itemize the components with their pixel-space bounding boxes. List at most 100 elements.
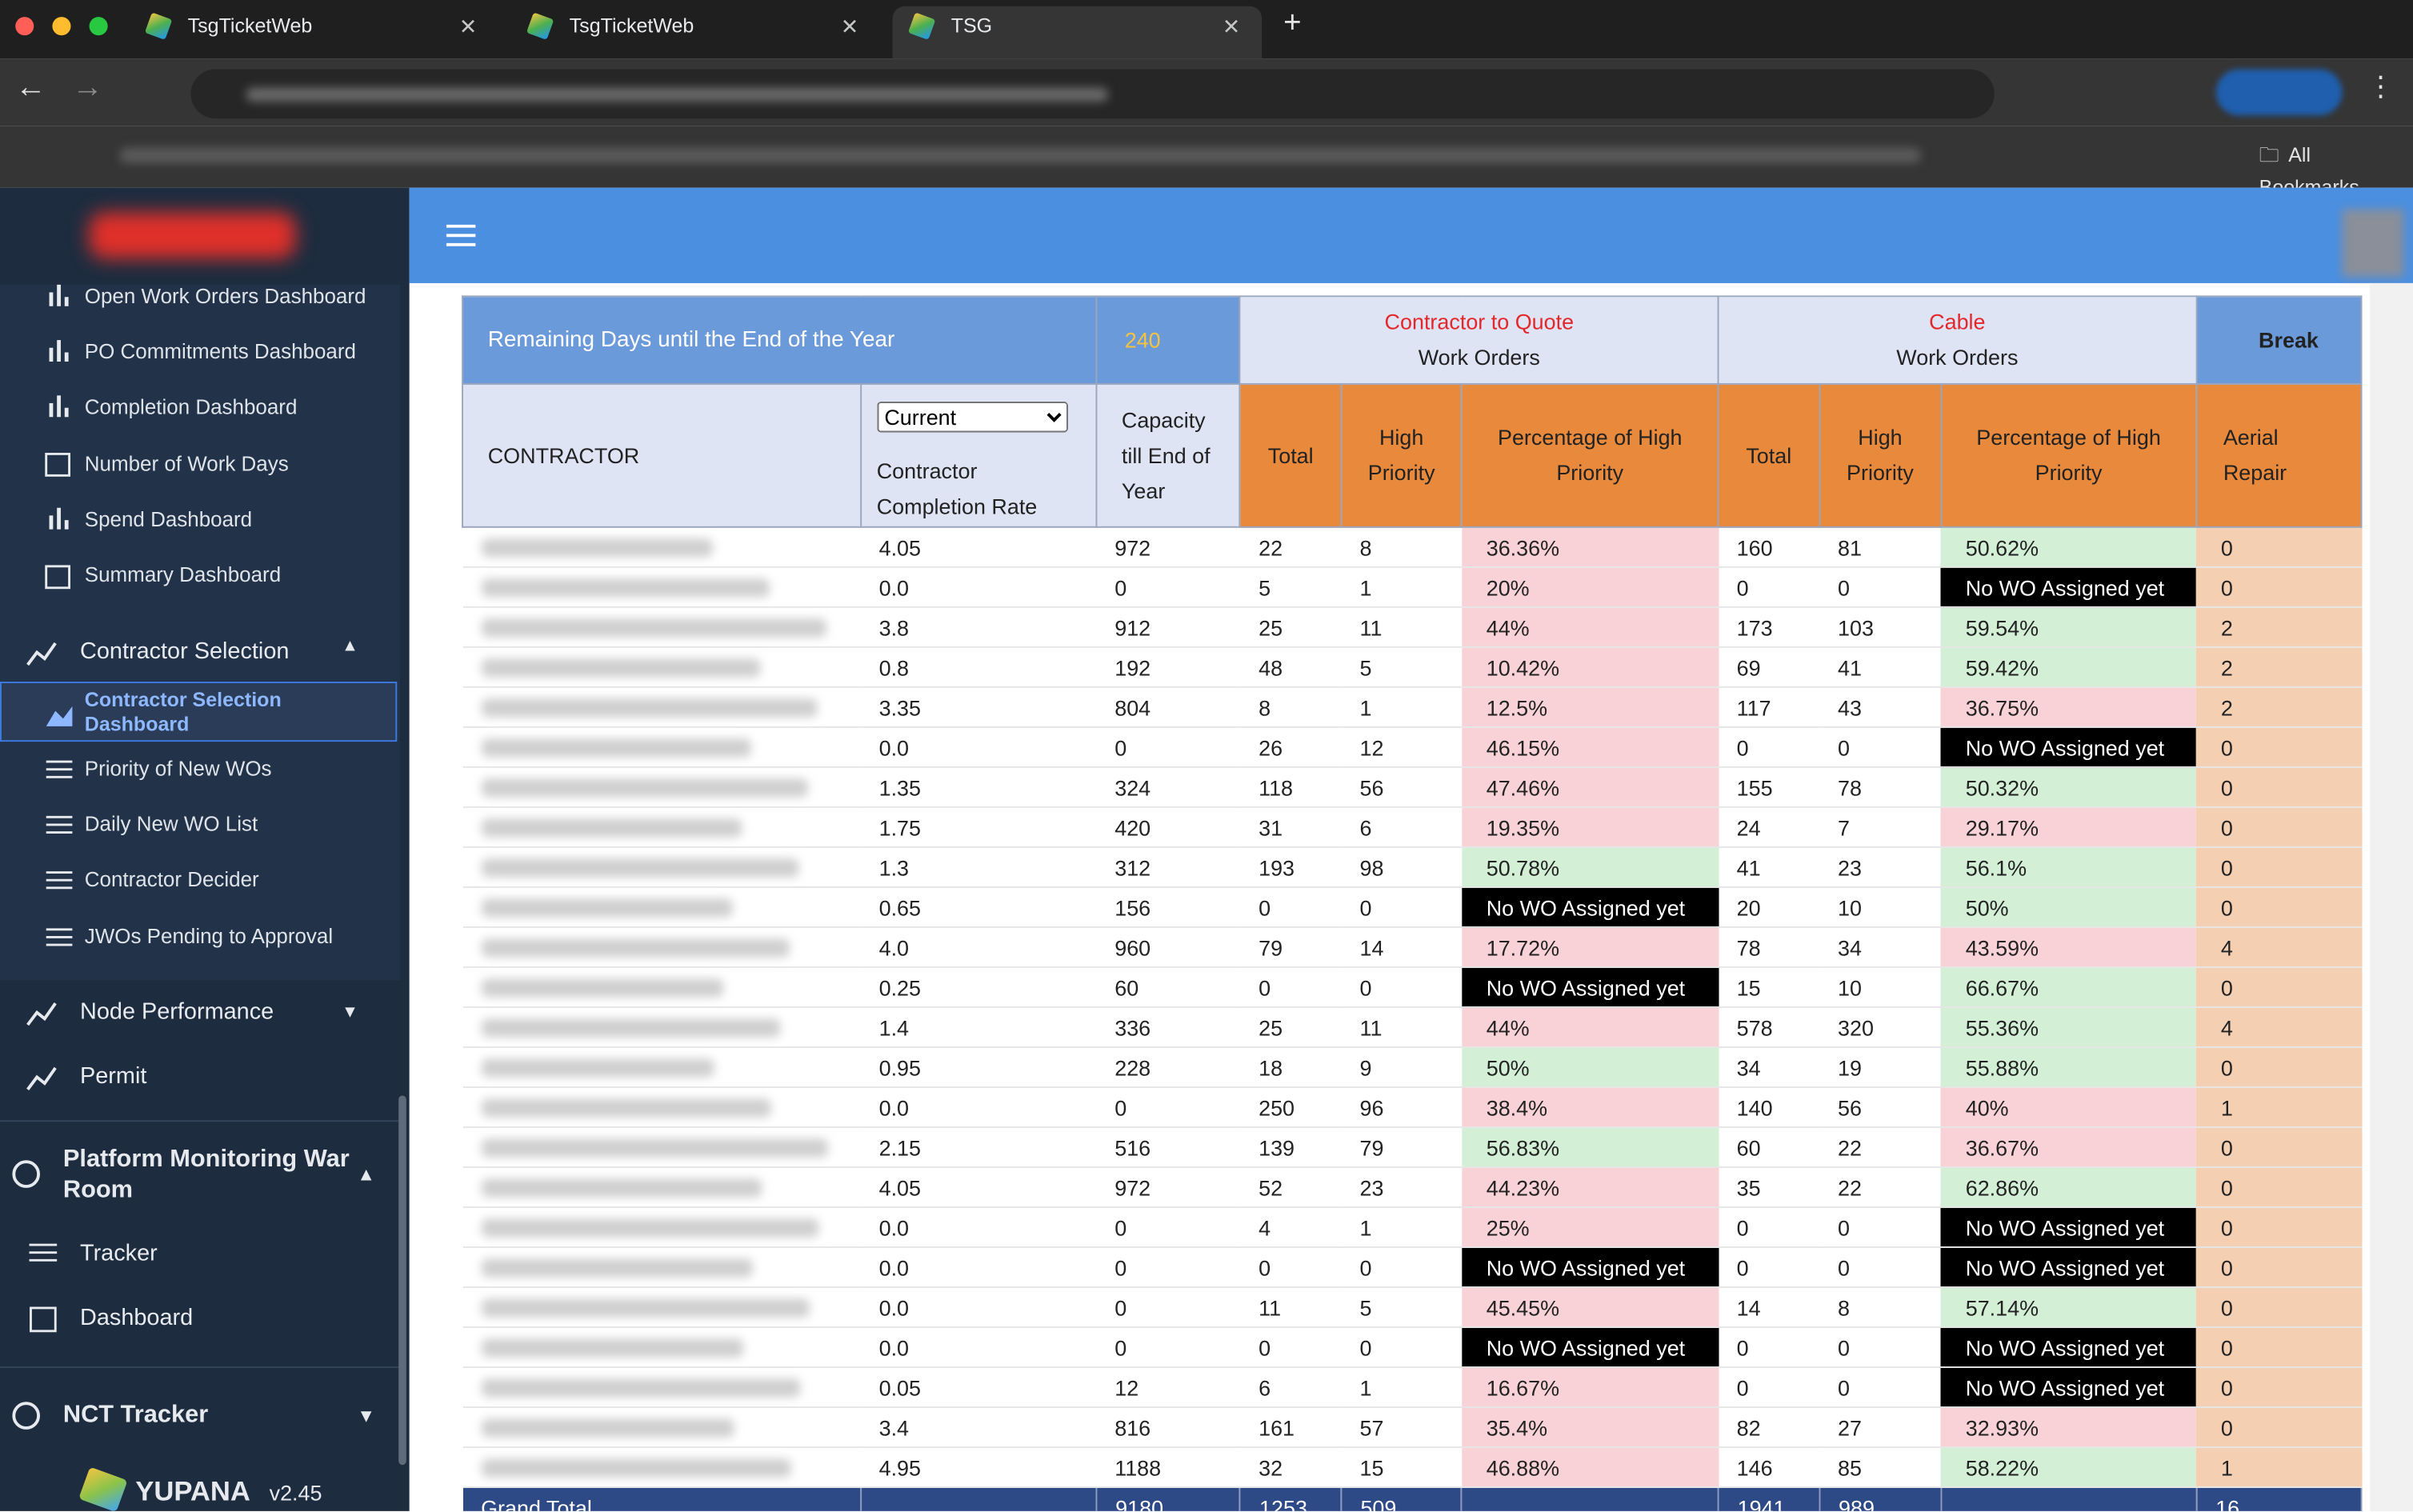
table-row: 2.15 516 139 79 56.83% 60 22 36.67% 0	[462, 1126, 2362, 1168]
table-cell: 0	[1096, 1086, 1241, 1128]
table-cell: 228	[1096, 1046, 1241, 1088]
table-cell: 81	[1819, 526, 1941, 568]
nav-item[interactable]: Dashboard	[80, 1305, 194, 1331]
table-cell: 12	[1341, 726, 1462, 768]
table-cell: 0	[1718, 1206, 1819, 1248]
blurred-name	[481, 738, 750, 757]
table-cell: 4.05	[860, 1166, 1097, 1208]
trend-icon	[26, 1002, 57, 1026]
table-row: 0.0 0 0 0 No WO Assigned yet 0 0 No WO Assigned…	[462, 1246, 2362, 1288]
nav-item[interactable]: Priority of New WOs	[84, 757, 272, 781]
tab[interactable]: TsgTicketWeb ✕	[130, 6, 499, 58]
table-cell: 20	[1718, 886, 1819, 928]
percentage-cell: 32.93%	[1940, 1407, 2197, 1448]
blurred-name	[481, 1218, 818, 1237]
table-cell: 41	[1819, 646, 1941, 688]
table-cell: 69	[1718, 646, 1819, 688]
nav-item[interactable]: Tracker	[80, 1240, 158, 1267]
forward-button[interactable]: →	[72, 70, 103, 105]
contractor-name	[462, 846, 861, 888]
section-title[interactable]: Platform Monitoring War Room	[62, 1146, 350, 1204]
section-title[interactable]: NCT Tracker	[62, 1402, 209, 1428]
percentage-cell: 56.1%	[1940, 846, 2197, 888]
contractor-name	[462, 1286, 861, 1328]
nav-item[interactable]: Permit	[80, 1063, 147, 1090]
rate-select[interactable]: Current	[876, 401, 1068, 432]
table-cell: 0	[2196, 1206, 2362, 1248]
table-row: 0.25 60 0 0 No WO Assigned yet 15 10 66.67% 0	[462, 966, 2362, 1008]
table-cell: 1.3	[860, 846, 1097, 888]
nav-item[interactable]: Summary Dashboard	[84, 562, 282, 586]
table-cell: 1	[2196, 1086, 2362, 1128]
table-cell: 3.35	[860, 686, 1097, 728]
nav-item[interactable]: JWOs Pending to Approval	[84, 925, 334, 948]
percentage-cell: 46.88%	[1461, 1447, 1719, 1488]
calendar-icon	[45, 452, 70, 477]
percentage-cell: No WO Assigned yet	[1940, 726, 2197, 768]
maximize-button[interactable]	[89, 17, 108, 36]
percentage-cell: 62.86%	[1940, 1166, 2197, 1208]
table-cell: 22	[1819, 1166, 1941, 1208]
percentage-cell: 59.54%	[1940, 606, 2197, 648]
table-cell: 0	[1096, 1326, 1241, 1368]
scrollbar	[398, 1095, 406, 1466]
nav-item[interactable]: Completion Dashboard	[84, 395, 298, 419]
active-item[interactable]	[0, 682, 398, 742]
table-cell: 816	[1096, 1407, 1241, 1448]
table-cell: 10	[1819, 886, 1941, 928]
tab[interactable]: TsgTicketWeb ✕	[511, 6, 881, 58]
percentage-cell: No WO Assigned yet	[1461, 1246, 1719, 1288]
nav-item[interactable]: Contractor Decider	[84, 867, 259, 891]
back-button[interactable]: ←	[15, 70, 46, 105]
scrollbar	[2370, 282, 2413, 1511]
profile-button[interactable]	[2215, 69, 2343, 116]
table-cell: 0	[1240, 1326, 1342, 1368]
bookmarks	[120, 147, 1921, 163]
group-header: Cable Work Orders	[1717, 295, 2198, 385]
group-header: Contractor to Quote Work Orders	[1239, 295, 1719, 385]
avatar[interactable]	[2342, 209, 2404, 278]
percentage-cell: 29.17%	[1940, 806, 2197, 848]
table-cell: 1	[1341, 1367, 1462, 1408]
percentage-cell: 55.36%	[1940, 1006, 2197, 1048]
table-cell: 155	[1718, 766, 1819, 808]
bookmarks-bar	[0, 126, 2413, 188]
address-bar[interactable]	[190, 69, 1995, 119]
table-cell: 578	[1718, 1006, 1819, 1048]
table-cell: 56	[1341, 766, 1462, 808]
blurred-name	[481, 658, 760, 677]
table-cell: 43	[1819, 686, 1941, 728]
blurred-name	[481, 778, 807, 797]
table-cell: 6	[1240, 1367, 1342, 1408]
nav-item-active[interactable]: Contractor Selection Dashboard	[84, 687, 282, 736]
nav-item[interactable]: Number of Work Days	[84, 452, 289, 476]
nav-item[interactable]: Open Work Orders Dashboard	[84, 284, 366, 308]
nav-item[interactable]: Daily New WO List	[84, 812, 258, 836]
nav-group[interactable]: Contractor Selection	[80, 638, 290, 665]
table-cell: 0	[2196, 766, 2362, 808]
nav-group[interactable]: Node Performance	[80, 998, 274, 1026]
menu-button[interactable]: ⋮	[2367, 70, 2395, 102]
table-cell: 60	[1096, 966, 1241, 1008]
close-button[interactable]	[15, 17, 34, 36]
table-cell: 0	[2196, 846, 2362, 888]
table-cell: 0	[1240, 1246, 1342, 1288]
table-cell: 0	[1341, 1246, 1462, 1288]
menu-toggle[interactable]	[446, 223, 477, 248]
nav-item[interactable]: PO Commitments Dashboard	[84, 340, 356, 363]
table-cell: 0	[1240, 966, 1342, 1008]
contractor-table: Remaining Days until the End of the Year…	[462, 295, 2363, 1511]
table-cell: 14	[1341, 926, 1462, 968]
minimize-button[interactable]	[52, 17, 71, 36]
bar-icons	[49, 284, 69, 530]
table-cell: 60	[1718, 1126, 1819, 1168]
percentage-cell: 58.22%	[1940, 1447, 2197, 1488]
table-cell: 48	[1240, 646, 1342, 688]
table-cell: 35	[1718, 1166, 1819, 1208]
contractor-name	[462, 1326, 861, 1368]
percentage-cell: 35.4%	[1461, 1407, 1719, 1448]
nav-item[interactable]: Spend Dashboard	[84, 507, 253, 531]
tab[interactable]: TSG ✕	[892, 6, 1263, 59]
percentage-cell: 36.67%	[1940, 1126, 2197, 1168]
new-tab[interactable]: +	[1283, 6, 1302, 41]
